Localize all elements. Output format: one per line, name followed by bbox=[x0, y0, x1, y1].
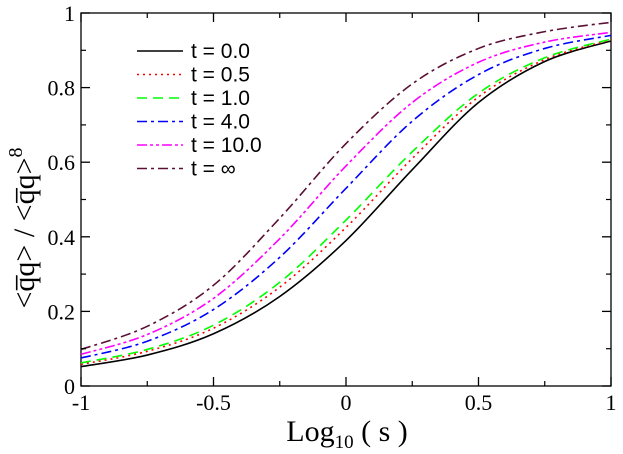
plot-frame bbox=[80, 12, 612, 387]
x-axis-title-rest: ( s ) bbox=[354, 415, 408, 448]
legend-label-3: t = 4.0 bbox=[191, 111, 250, 134]
x-axis-title-subscript: 10 bbox=[335, 432, 354, 453]
x-tick-label: -1 bbox=[72, 390, 90, 415]
x-tick-label: 0.5 bbox=[465, 390, 493, 415]
legend: t = 0.0t = 0.5t = 1.0t = 4.0t = 10.0t = … bbox=[137, 40, 262, 181]
series-group bbox=[80, 21, 612, 368]
x-axis-title: Log10 ( s ) bbox=[286, 415, 407, 453]
series-line-1 bbox=[80, 39, 612, 366]
legend-label-4: t = 10.0 bbox=[191, 134, 262, 157]
y-tick-label: 0 bbox=[64, 374, 75, 399]
series-line-3 bbox=[80, 34, 612, 359]
y-tick-label: 0.4 bbox=[48, 225, 76, 250]
series-line-4 bbox=[80, 31, 612, 356]
y-axis-title: <q̅q> / <q̅q>8 bbox=[5, 147, 41, 308]
series-line-0 bbox=[80, 40, 612, 368]
y-tick-label: 0.6 bbox=[48, 150, 76, 175]
legend-label-0: t = 0.0 bbox=[191, 40, 250, 63]
x-axis-title-base: Log bbox=[286, 415, 334, 448]
y-axis-title-main: <q̅q> / <q̅q> bbox=[8, 157, 41, 308]
series-line-5 bbox=[80, 21, 612, 351]
legend-label-1: t = 0.5 bbox=[191, 64, 250, 87]
plot-area bbox=[80, 12, 612, 387]
x-tick-label: -0.5 bbox=[196, 390, 231, 415]
axes-group: -1 -0.5 0 0.5 1 0 0.2 0.4 0.6 0.8 1 bbox=[48, 1, 617, 415]
legend-label-5: t = ∞ bbox=[191, 158, 236, 181]
y-tick-label: 0.2 bbox=[48, 299, 76, 324]
x-tick-label: 0 bbox=[341, 390, 352, 415]
x-tick-label: 1 bbox=[606, 390, 617, 415]
legend-label-2: t = 1.0 bbox=[191, 87, 250, 110]
y-axis-title-superscript: 8 bbox=[5, 147, 27, 157]
y-tick-label: 1 bbox=[64, 1, 75, 26]
y-tick-label: 0.8 bbox=[48, 76, 76, 101]
series-line-2 bbox=[80, 38, 612, 364]
